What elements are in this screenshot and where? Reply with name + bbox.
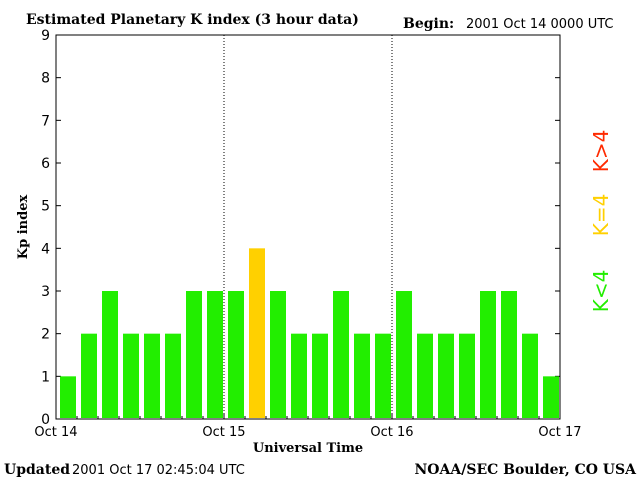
- chart-title: Estimated Planetary K index (3 hour data…: [26, 12, 359, 28]
- kp-bar: [333, 291, 349, 418]
- x-tick-label: Oct 15: [202, 425, 245, 440]
- y-tick-label: 1: [41, 369, 50, 385]
- y-tick-label: 7: [41, 113, 50, 129]
- kp-bar: [312, 333, 328, 418]
- y-axis: 0 1 2 3 4 5 6 7 8 9: [41, 28, 560, 428]
- kp-bar: [501, 291, 517, 418]
- y-tick-label: 2: [41, 327, 50, 343]
- y-tick-label: 8: [41, 71, 50, 87]
- y-tick-label: 3: [41, 284, 50, 300]
- plot-frame: [55, 34, 561, 420]
- kp-bar: [165, 333, 181, 418]
- kp-bar: [60, 376, 76, 418]
- y-axis-label: Kp index: [16, 195, 31, 260]
- kp-bar: [354, 333, 370, 418]
- kp-bar: [396, 291, 412, 418]
- kp-bar: [375, 333, 391, 418]
- kp-bar: [270, 291, 286, 418]
- legend-low: K<4: [589, 270, 613, 313]
- kp-bar: [123, 333, 139, 418]
- legend-mid: K=4: [589, 194, 613, 237]
- kp-bar: [522, 333, 538, 418]
- kp-bar: [291, 333, 307, 418]
- x-axis: Oct 14 Oct 15 Oct 16 Oct 17: [34, 413, 582, 440]
- begin-value: 2001 Oct 14 0000 UTC: [466, 17, 614, 32]
- updated-value: 2001 Oct 17 02:45:04 UTC: [72, 463, 245, 478]
- y-tick-label: 5: [41, 199, 50, 215]
- x-axis-label: Universal Time: [253, 441, 363, 456]
- legend-high: K>4: [589, 130, 613, 173]
- kp-bar: [186, 291, 202, 418]
- credit-text: NOAA/SEC Boulder, CO USA: [415, 462, 638, 478]
- bar-series: [60, 248, 559, 418]
- kp-bar: [228, 291, 244, 418]
- y-tick-label: 0: [41, 412, 50, 428]
- kp-bar: [543, 376, 559, 418]
- kp-bar: [249, 248, 265, 418]
- y-tick-label: 9: [41, 28, 50, 44]
- y-tick-label: 4: [41, 241, 50, 257]
- kp-bar: [459, 333, 475, 418]
- kp-bar: [144, 333, 160, 418]
- x-tick-label: Oct 16: [370, 425, 413, 440]
- kp-bar: [102, 291, 118, 418]
- day-separators: [223, 35, 393, 419]
- kp-bar: [207, 291, 223, 418]
- kp-bar: [480, 291, 496, 418]
- begin-label: Begin:: [403, 16, 454, 32]
- kp-bar: [438, 333, 454, 418]
- x-tick-label: Oct 14: [34, 425, 77, 440]
- y-tick-label: 6: [41, 156, 50, 172]
- kp-bar: [81, 333, 97, 418]
- x-tick-label: Oct 17: [538, 425, 581, 440]
- kp-bar: [417, 333, 433, 418]
- updated-label: Updated: [4, 462, 70, 478]
